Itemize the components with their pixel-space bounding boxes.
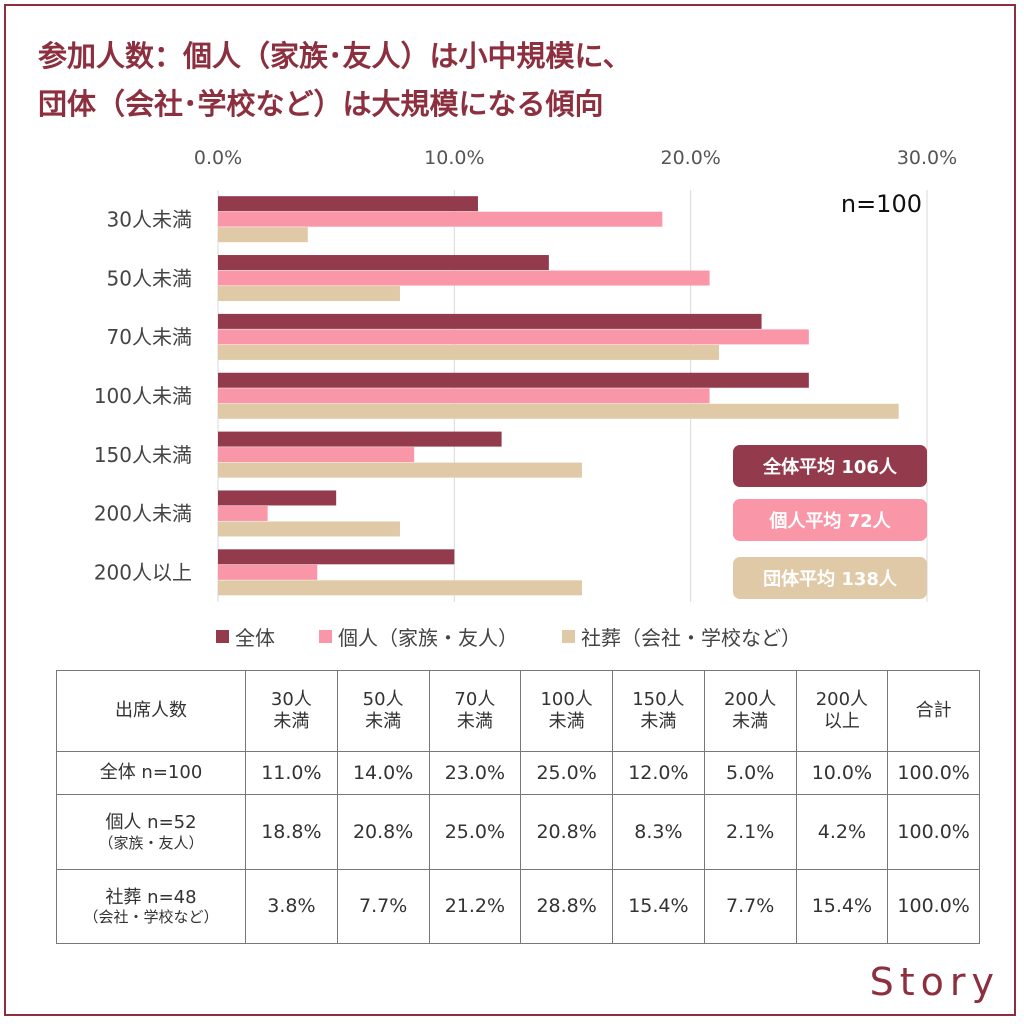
table-header-row: 出席人数 30人 未満 50人 未満 70人 未満 100人 未満 150人 未満 200…	[56, 670, 980, 752]
bar-group	[218, 344, 720, 360]
table-header-cell: 30人 未満	[245, 670, 338, 752]
table-cell: 15.4%	[795, 868, 889, 945]
table-cell: 4.2%	[795, 794, 889, 870]
table-cell: 21.2%	[428, 868, 522, 945]
chart-title-line1: 参加人数：個人（家族･友人）は小中規模に、	[38, 39, 632, 73]
y-category-label: 100人未満	[94, 384, 192, 408]
x-tick-label: 0.0%	[194, 147, 242, 169]
table-cell: 5.0%	[703, 750, 797, 796]
table-row-label: 社葬 n=48 （会社・学校など）	[56, 868, 246, 945]
table-header-cell: 200人 未満	[703, 670, 797, 752]
table-header-label: 出席人数	[56, 670, 246, 752]
table-header-cell: 100人 未満	[520, 670, 613, 752]
bar-individual	[218, 329, 809, 345]
x-tick-label: 20.0%	[660, 147, 720, 169]
y-category-label: 30人未満	[107, 207, 192, 231]
table-cell: 12.0%	[612, 750, 705, 796]
table-cell: 7.7%	[336, 868, 430, 945]
table-row: 社葬 n=48 （会社・学校など） 3.8% 7.7% 21.2% 28.8% 1…	[56, 868, 980, 945]
table-cell: 28.8%	[520, 868, 613, 945]
table-cell: 25.0%	[428, 794, 522, 870]
bar-individual	[218, 564, 318, 580]
legend-label-group: 社葬（会社・学校など）	[581, 626, 801, 650]
x-tick-label: 10.0%	[424, 147, 484, 169]
bar-all	[218, 196, 478, 212]
bar-chart: 0.0% 10.0% 20.0% 30.0% 30人未満 50人未満 70人未満 100人未満…	[94, 147, 957, 602]
bar-group	[218, 462, 582, 478]
table-cell: 15.4%	[612, 868, 705, 945]
table-cell: 14.0%	[336, 750, 430, 796]
average-badge-all: 全体平均 106人	[733, 445, 927, 487]
data-table: 出席人数 30人 未満 50人 未満 70人 未満 100人 未満 150人 未満 200…	[56, 670, 980, 945]
y-category-label: 70人未満	[107, 325, 192, 349]
bar-group	[218, 227, 308, 243]
table-header-cell: 50人 未満	[336, 670, 430, 752]
average-badge-group: 団体平均 138人	[733, 557, 927, 599]
legend-label-all: 全体	[235, 626, 275, 650]
table-header-cell: 70人 未満	[428, 670, 522, 752]
table-header-cell: 200人 以上	[795, 670, 889, 752]
bar-individual	[218, 211, 663, 227]
bar-all	[218, 490, 337, 506]
bar-individual	[218, 505, 268, 521]
table-header-cell-total: 合計	[887, 670, 980, 752]
table-cell: 20.8%	[336, 794, 430, 870]
table-header-cell: 150人 未満	[612, 670, 705, 752]
chart-title-line2: 団体（会社･学校など）は大規模になる傾向	[38, 87, 604, 121]
bar-group	[218, 403, 899, 419]
y-category-label: 150人未満	[94, 443, 192, 467]
bar-all	[218, 255, 549, 271]
table-cell: 2.1%	[703, 794, 797, 870]
outer-frame	[4, 4, 1016, 1016]
table-row-label: 全体 n=100	[56, 750, 246, 796]
bar-individual	[218, 447, 415, 463]
bar-individual	[218, 270, 710, 286]
y-category-label: 200人以上	[94, 561, 192, 585]
legend-item-individual: 個人（家族・友人）	[319, 622, 518, 651]
bar-group	[218, 286, 400, 302]
table-cell: 25.0%	[520, 750, 613, 796]
legend-item-group: 社葬（会社・学校など）	[562, 622, 801, 651]
y-category-label: 200人未満	[94, 502, 192, 526]
legend-label-individual: 個人（家族・友人）	[338, 626, 518, 650]
bar-individual	[218, 388, 710, 404]
table-cell: 18.8%	[245, 794, 338, 870]
table-cell: 7.7%	[703, 868, 797, 945]
bar-group	[218, 580, 582, 596]
x-tick-label: 30.0%	[897, 147, 957, 169]
table-cell: 11.0%	[245, 750, 338, 796]
legend-swatch-all	[216, 630, 229, 643]
table-cell: 100.0%	[887, 794, 980, 870]
table-cell: 10.0%	[795, 750, 889, 796]
table-cell: 23.0%	[428, 750, 522, 796]
legend-swatch-group	[562, 630, 575, 643]
chart-legend: 全体 個人（家族・友人） 社葬（会社・学校など）	[216, 622, 801, 651]
table-row: 全体 n=100 11.0% 14.0% 23.0% 25.0% 12.0% 5…	[56, 750, 980, 796]
table-row-label: 個人 n=52 （家族・友人）	[56, 794, 246, 870]
bar-all	[218, 431, 502, 447]
legend-swatch-individual	[319, 630, 332, 643]
table-cell: 20.8%	[520, 794, 613, 870]
bar-all	[218, 372, 809, 388]
legend-item-all: 全体	[216, 622, 275, 651]
table-cell: 100.0%	[887, 868, 980, 945]
table-row: 個人 n=52 （家族・友人） 18.8% 20.8% 25.0% 20.8% 8…	[56, 794, 980, 870]
bar-all	[218, 313, 762, 329]
brand-logo: Story	[869, 960, 1000, 1004]
bar-all	[218, 549, 455, 565]
table-cell: 3.8%	[245, 868, 338, 945]
y-category-label: 50人未満	[107, 266, 192, 290]
bar-group	[218, 521, 400, 537]
table-cell: 100.0%	[887, 750, 980, 796]
table-cell: 8.3%	[612, 794, 705, 870]
sample-size-annotation: n=100	[841, 190, 922, 218]
average-badge-individual: 個人平均 72人	[733, 499, 927, 541]
